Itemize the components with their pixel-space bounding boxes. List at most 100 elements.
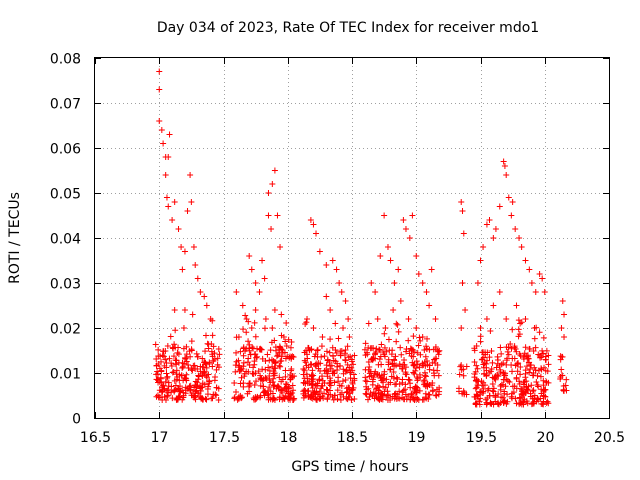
data-point [410, 362, 417, 369]
data-point [327, 307, 334, 313]
data-point [313, 230, 320, 237]
data-point [257, 394, 264, 401]
data-point [279, 346, 286, 353]
data-point [171, 377, 178, 384]
data-point [494, 371, 501, 378]
data-point [487, 368, 494, 375]
data-point [472, 377, 479, 384]
data-point [341, 350, 348, 357]
data-point [181, 248, 188, 255]
data-point [203, 396, 210, 403]
data-point [232, 388, 239, 395]
data-point [174, 386, 181, 393]
data-point [522, 257, 529, 264]
data-point [260, 383, 267, 390]
y-tick-label: 0.02 [50, 322, 81, 338]
data-point [531, 325, 538, 331]
data-point [276, 374, 283, 381]
data-point [377, 253, 384, 259]
data-point [178, 372, 185, 379]
data-point [500, 360, 507, 367]
data-point [480, 385, 487, 392]
data-point [317, 368, 324, 375]
data-point [509, 355, 516, 362]
data-point [369, 378, 376, 385]
data-point [271, 395, 278, 402]
data-point [531, 364, 538, 371]
y-tick-label: 0.01 [50, 367, 81, 383]
y-tick-label: 0.05 [50, 187, 81, 203]
x-tick-label: 17 [151, 430, 169, 446]
data-point [511, 383, 518, 390]
data-point [235, 364, 242, 371]
data-point [206, 377, 213, 384]
data-point [378, 361, 385, 368]
data-point [345, 316, 352, 322]
data-point [240, 326, 247, 333]
data-point [332, 346, 339, 353]
data-point [179, 363, 186, 370]
data-point [477, 338, 484, 345]
data-point [411, 370, 418, 377]
chart-title: Day 034 of 2023, Rate Of TEC Index for r… [157, 20, 539, 36]
data-point [476, 388, 483, 395]
data-point [408, 391, 415, 398]
data-point [372, 368, 379, 375]
data-point [289, 353, 296, 360]
data-point [501, 388, 508, 395]
data-point [166, 355, 173, 362]
data-point [259, 377, 266, 384]
data-point [535, 396, 542, 403]
data-point [288, 374, 295, 381]
data-point [365, 385, 372, 392]
data-point [372, 351, 378, 358]
data-point [201, 293, 208, 300]
data-point [561, 311, 568, 318]
data-point [432, 392, 439, 399]
data-point [426, 392, 433, 399]
data-point [194, 353, 201, 360]
data-point [250, 364, 257, 371]
data-point [277, 244, 284, 250]
data-point [193, 383, 200, 390]
data-point [538, 365, 545, 372]
data-point [417, 337, 424, 344]
data-point [508, 395, 515, 402]
data-point [334, 387, 341, 394]
data-point [483, 221, 490, 228]
data-point [536, 329, 543, 336]
data-point [363, 386, 370, 393]
data-point [215, 364, 222, 371]
data-point [165, 386, 172, 393]
data-point [283, 343, 290, 350]
data-point [529, 400, 536, 407]
data-point [191, 394, 198, 401]
data-point [479, 389, 486, 396]
data-point [181, 307, 188, 313]
data-point [477, 325, 484, 331]
data-point [306, 380, 313, 387]
data-point [246, 361, 253, 368]
data-point [195, 373, 202, 380]
data-point [563, 387, 570, 394]
data-point [188, 338, 195, 345]
data-point [327, 363, 334, 370]
data-point [412, 367, 419, 374]
data-point [342, 376, 349, 383]
data-point [157, 353, 164, 360]
data-point [323, 386, 330, 393]
data-point [516, 394, 523, 401]
data-point [530, 347, 537, 354]
data-point [271, 307, 278, 313]
data-point [476, 401, 483, 408]
data-point [543, 347, 550, 354]
data-point [515, 326, 522, 333]
data-point [387, 395, 394, 402]
data-point [346, 334, 353, 340]
data-point [183, 375, 190, 382]
data-point [532, 289, 539, 295]
data-point [324, 356, 331, 363]
data-point [323, 362, 330, 369]
data-point [512, 362, 519, 369]
data-point [282, 380, 289, 387]
